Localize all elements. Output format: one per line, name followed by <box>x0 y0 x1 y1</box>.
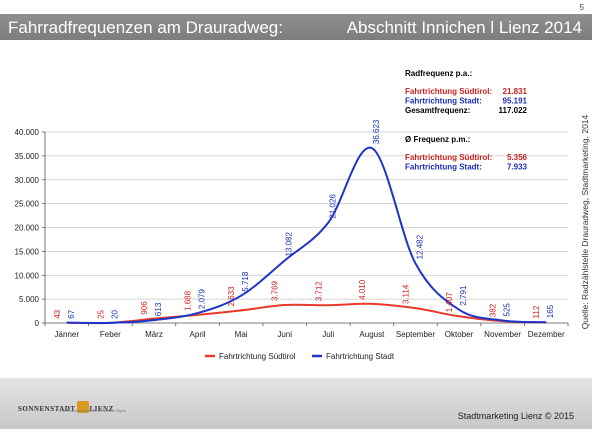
sun-logo-icon <box>76 400 89 413</box>
data-label: 1.407 <box>445 292 454 313</box>
x-tick-label: Feber <box>100 330 121 339</box>
gridlines <box>45 131 568 300</box>
data-label: 2.791 <box>459 285 468 306</box>
x-tick-label: Oktober <box>445 330 474 339</box>
data-label: 13.082 <box>285 232 294 257</box>
footer: SONNENSTADT LIENZ Die Dolomitenstadt im H… <box>0 378 592 429</box>
y-tick-labels: 0 5.000 10.000 15.000 20.000 25.000 30.000 35.0… <box>15 128 40 328</box>
data-label: 2.079 <box>198 289 207 310</box>
stat-label: Fahrtrichtung Südtirol: <box>405 87 492 96</box>
y-tick-label: 10.000 <box>15 271 40 280</box>
data-label: 43 <box>53 309 62 318</box>
data-label: 1.688 <box>184 290 193 311</box>
x-tick-labels: Jänner Feber März April Mai Juni Juli August Sep… <box>55 330 565 339</box>
stat-value: 95.191 <box>503 97 528 106</box>
stats-box: Radfrequenz p.a.: Fahrtrichtung Südtirol:… <box>405 69 528 172</box>
legend-label: Fahrtrichtung Südtirol <box>219 352 296 361</box>
x-tick-label: April <box>190 330 206 339</box>
y-tick-label: 25.000 <box>15 200 40 209</box>
title-left: Fahrradfrequenzen am Drauradweg: <box>8 18 283 37</box>
data-label: 21.026 <box>328 194 337 219</box>
x-tick-label: Juni <box>277 330 292 339</box>
stat-title: Ø Frequenz p.m.: <box>405 135 470 144</box>
series-line-0 <box>66 302 547 325</box>
data-labels: 43 25 906 1.688 2.633 3.769 3.712 4.010 3.114 1.4… <box>53 119 555 319</box>
logo-subtitle: Die Dolomitenstadt im Herzen der Alpen <box>60 408 126 413</box>
source-note: Quelle: Radzählstelle Drauradweg, Stadtm… <box>580 114 590 329</box>
stat-value: 117.022 <box>499 106 528 115</box>
data-label: 3.114 <box>401 284 410 304</box>
stat-label: Gesamtfrequenz: <box>405 106 470 115</box>
data-label: 36.623 <box>372 119 381 144</box>
stat-value: 7.933 <box>507 163 528 172</box>
stat-value: 21.831 <box>503 87 528 96</box>
page-number: 5 <box>579 3 584 12</box>
y-tick-label: 20.000 <box>15 224 40 233</box>
x-tick-label: März <box>145 330 163 339</box>
title-right: Abschnitt Innichen l Lienz 2014 <box>346 18 582 37</box>
y-tick-label: 5.000 <box>19 295 40 304</box>
x-tick-label: Dezember <box>528 330 565 339</box>
legend-label: Fahrtrichtung Stadt <box>326 352 395 361</box>
data-label: 613 <box>154 302 163 316</box>
data-label: 382 <box>489 303 498 317</box>
data-label: 25 <box>96 309 105 318</box>
stat-label: Fahrtrichtung Stadt: <box>405 97 482 106</box>
data-label: 5.718 <box>241 271 250 292</box>
chart-area: 0 5.000 10.000 15.000 20.000 25.000 30.000 35.0… <box>15 69 590 361</box>
data-label: 3.712 <box>314 281 323 302</box>
legend: Fahrtrichtung Südtirol Fahrtrichtung Stad… <box>205 352 395 361</box>
y-tick-label: 15.000 <box>15 247 40 256</box>
y-tick-label: 40.000 <box>15 128 40 137</box>
x-tick-label: November <box>484 330 521 339</box>
y-tick-label: 30.000 <box>15 176 40 185</box>
x-tick-label: Juli <box>322 330 334 339</box>
data-label: 112 <box>532 305 541 318</box>
data-label: 4.010 <box>358 279 367 300</box>
series-line-1 <box>66 146 547 325</box>
series-lines <box>66 146 547 325</box>
data-label: 12.482 <box>415 234 424 259</box>
logo-text-left: SONNENSTADT <box>18 405 76 413</box>
data-label: 3.769 <box>271 280 280 301</box>
stat-title: Radfrequenz p.a.: <box>405 69 472 78</box>
data-label: 2.633 <box>227 286 236 307</box>
x-tick-label: September <box>396 330 435 339</box>
title-bar: Fahrradfrequenzen am Drauradweg: Abschni… <box>0 14 592 40</box>
data-label: 67 <box>67 309 76 318</box>
stat-value: 5.356 <box>507 153 528 162</box>
y-tick-label: 35.000 <box>15 152 40 161</box>
logo-text-right: LIENZ <box>89 405 114 413</box>
axes <box>42 131 569 326</box>
data-label: 20 <box>110 309 119 318</box>
data-label: 525 <box>503 303 512 317</box>
stat-label: Fahrtrichtung Stadt: <box>405 163 482 172</box>
x-tick-label: August <box>359 330 385 339</box>
stat-label: Fahrtrichtung Südtirol: <box>405 153 492 162</box>
footer-credit: Stadtmarketing Lienz © 2015 <box>457 411 574 421</box>
x-tick-label: Jänner <box>55 330 80 339</box>
y-tick-label: 0 <box>35 319 40 328</box>
data-label: 165 <box>546 304 555 318</box>
x-tick-label: Mai <box>235 330 248 339</box>
data-label: 906 <box>140 301 149 315</box>
logo: SONNENSTADT LIENZ Die Dolomitenstadt im H… <box>18 398 126 416</box>
